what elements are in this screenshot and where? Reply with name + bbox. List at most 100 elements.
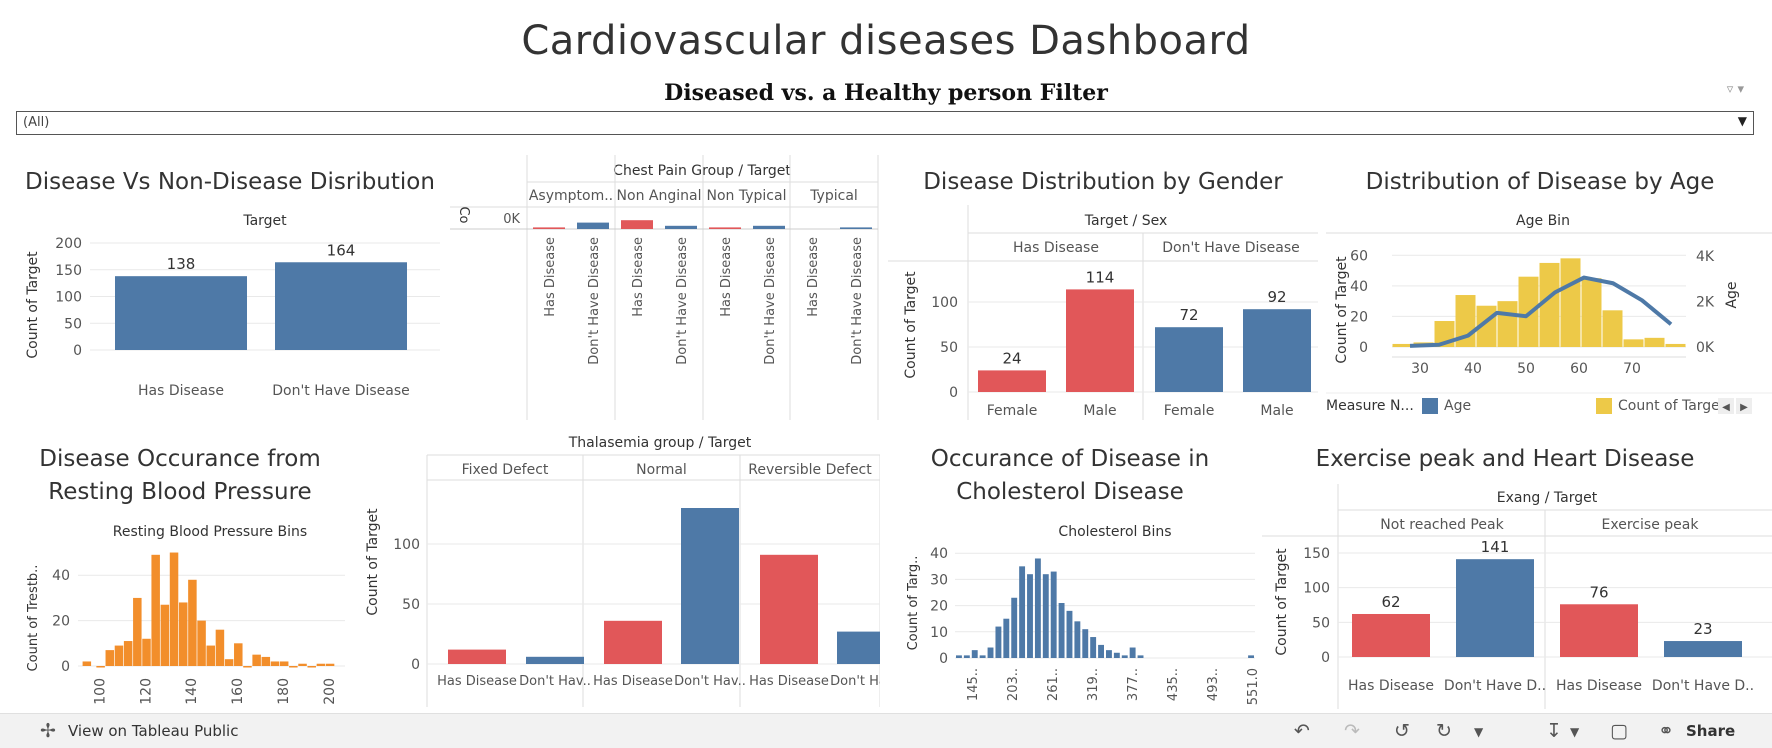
redo-icon[interactable]: ↷ [1344,720,1360,742]
bar [971,650,978,658]
x-category-label: Don't Have Disease [272,383,410,399]
group-label: Don't Have Disease [1162,240,1300,256]
share-icon[interactable]: ⚭ [1658,720,1674,742]
bar [577,222,609,229]
y-tick-label: 40 [930,546,948,562]
y-tick-label: 0 [73,343,82,359]
bar [1497,301,1518,347]
x-category-label: Don't Have Disease [850,237,865,365]
refresh-dropdown-icon[interactable]: ▼ [1474,725,1484,739]
group-label: Reversible Defect [748,462,872,478]
group-label: Non Anginal [617,188,702,204]
bar-data-label: 141 [1481,538,1510,556]
tableau-logo-icon[interactable]: ✢ [40,720,56,742]
x-tick-label: 100 [92,678,108,705]
bar [279,661,289,666]
x-tick-label: 120 [138,678,154,705]
scroll-left-icon [1718,398,1734,414]
x-category-label: Male [1083,403,1116,419]
bar [1602,310,1623,347]
bar [1050,571,1057,658]
bar [1066,610,1073,658]
distribution-title: Disease Vs Non-Disease Disribution [25,169,435,195]
x-tick-label: 40 [1464,361,1482,377]
y-axis-label: Count of Target [365,508,381,616]
bar [1352,613,1430,657]
bar [206,645,215,666]
age-header: Age Bin [1516,213,1570,229]
bar [275,262,407,350]
x-category-label: Has Disease [543,237,558,317]
y-axis-label: Count of Target [903,271,919,379]
x-category-label: Female [987,403,1038,419]
x-category-label: Has Disease [138,383,224,399]
filter-dropdown[interactable]: (All) ▼ [16,111,1754,135]
y-tick-label: 10 [930,625,948,641]
revert-icon[interactable]: ↺ [1394,720,1410,742]
x-tick-label: 30 [1411,361,1429,377]
exercise-header: Exang / Target [1497,490,1598,506]
bar [1090,637,1097,658]
y-tick-label: 150 [1303,546,1330,562]
filter-menu-icons[interactable]: ▿ ▾ [1727,82,1744,97]
view-on-tableau-link[interactable]: View on Tableau Public [68,722,239,740]
bar [987,647,994,658]
y-tick-label: 100 [55,290,82,306]
filter-icon[interactable]: ▿ [1726,82,1734,97]
group-label: Not reached Peak [1380,517,1504,533]
bar [1113,652,1120,658]
bar [188,579,197,666]
refresh-icon[interactable]: ↻ [1436,720,1452,742]
bar [1011,597,1018,658]
y-tick-label-left: 0 [1359,340,1368,356]
menu-dropdown-icon[interactable]: ▾ [1737,82,1744,97]
share-button[interactable]: Share [1686,722,1736,740]
y-tick-label: 40 [52,568,70,584]
bar [1456,559,1534,657]
group-label: Non Typical [707,188,787,204]
bar-data-label: 92 [1267,288,1286,306]
bar [115,276,247,350]
fullscreen-icon[interactable]: ▢ [1610,720,1628,742]
bar [956,655,962,658]
bar [261,656,271,666]
bar [1560,604,1638,657]
x-category-label: Male [1260,403,1293,419]
y-tick-label-right: 4K [1696,249,1715,265]
y-tick-label: 200 [55,236,82,252]
bar [448,649,506,664]
bar [1243,309,1311,392]
bar-data-label: 72 [1179,306,1198,324]
x-category-label: Don't Hav.. [519,674,591,689]
bar [1027,574,1033,658]
y-tick-label: 0 [1321,650,1330,666]
bar [533,227,565,229]
chevron-down-icon[interactable]: ▼ [1737,114,1747,128]
bar [1042,574,1049,658]
scroll-left-icon: ◀ [1722,402,1730,413]
download-icon[interactable]: ↧ [1546,720,1562,742]
bar-data-label: 62 [1381,593,1400,611]
gender-chart[interactable]: Target / Sex Has Disease Don't Have Diseas… [888,205,1318,420]
cholesterol-chart[interactable]: Cholesterol Bins 40 30 20 10 0 145.. 203.. 261..… [900,518,1260,708]
age-chart[interactable]: Age Bin 60 40 20 0 4K 2K 0K 30 40 50 60 70 Count of T… [1326,205,1772,420]
bar [96,666,105,668]
bar-data-label: 114 [1086,268,1115,286]
undo-icon[interactable]: ↶ [1294,720,1310,742]
thal-chart[interactable]: Thalasemia group / Target Fixed Defect Nor… [350,432,880,707]
y-axis-label: Count of Trestb.. [26,565,41,672]
bar [178,602,188,666]
download-dropdown-icon[interactable]: ▼ [1570,725,1580,739]
bar [151,554,160,666]
distribution-chart[interactable]: Target 200 150 100 50 0 138 Has Disease 164 Don't… [20,205,450,405]
x-category-label: Has Disease [593,674,673,689]
bar [621,220,653,229]
bar [604,620,662,664]
exercise-chart[interactable]: Exang / Target Not reached Peak Exercise p… [1262,484,1772,709]
legend-swatch [1422,398,1438,414]
bar [325,663,335,666]
bar [1665,343,1686,347]
bar [234,643,243,666]
